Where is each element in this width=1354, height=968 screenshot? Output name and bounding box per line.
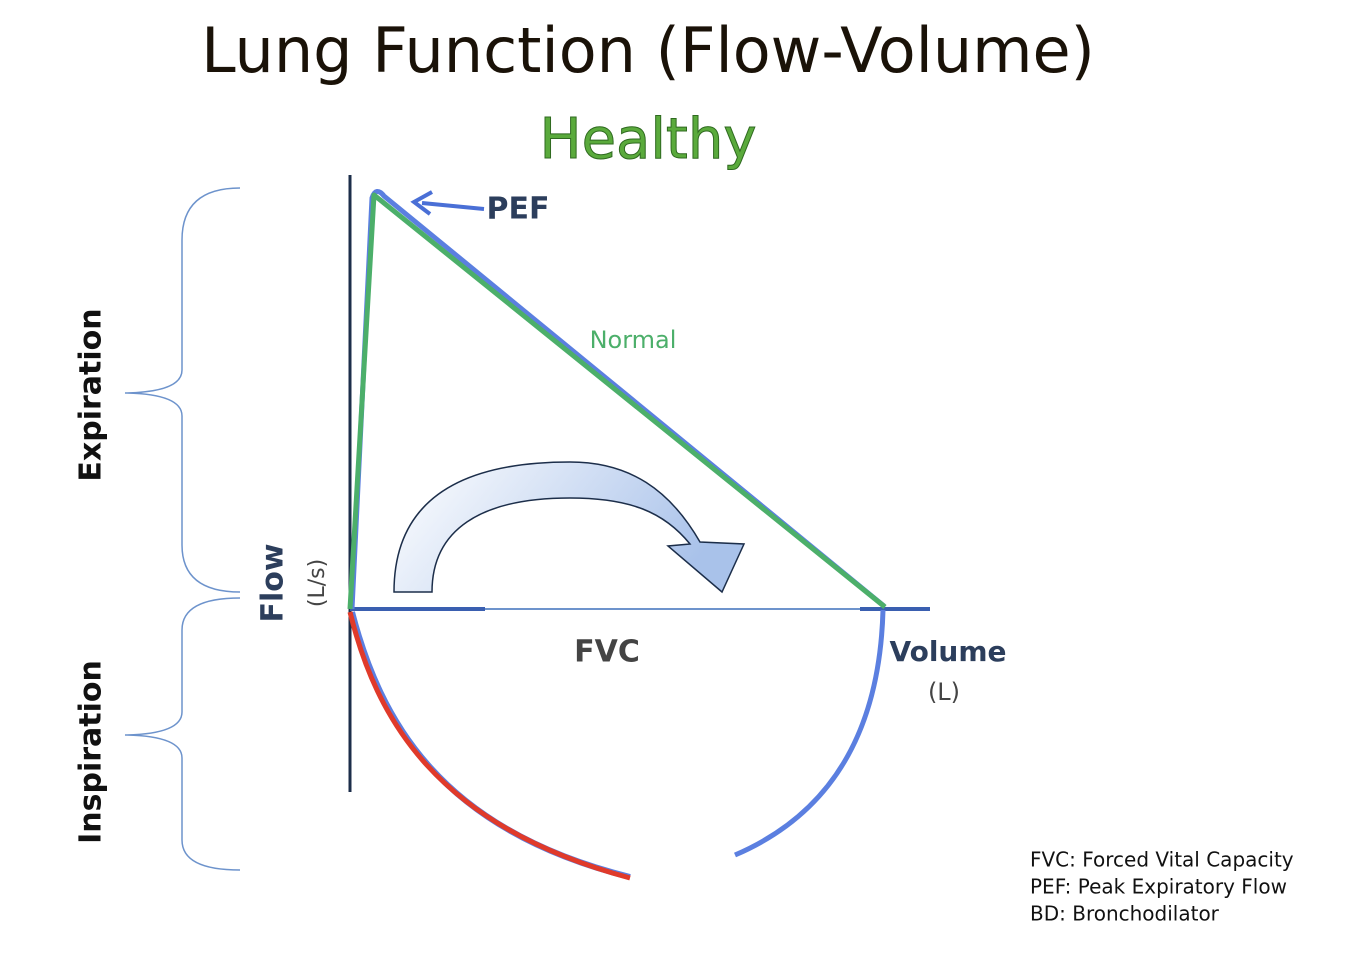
- inspiration-brace: [124, 597, 241, 871]
- pef-label: PEF: [487, 192, 550, 227]
- inspiration-label: Inspiration: [74, 660, 109, 844]
- title: Lung Function (Flow-Volume): [201, 14, 1095, 87]
- expiration-label: Expiration: [74, 308, 109, 481]
- y-axis-label: Flow: [256, 543, 291, 622]
- pef-arrowhead: [410, 190, 433, 216]
- direction-arrow: [393, 461, 746, 594]
- legend-entry: FVC: Forced Vital Capacity: [1030, 848, 1294, 872]
- expiration-curve-normal: [347, 192, 887, 610]
- legend-entry: PEF: Peak Expiratory Flow: [1030, 875, 1287, 899]
- x-axis-unit: (L): [928, 678, 960, 706]
- inspiration-curve-red: [347, 611, 631, 881]
- pef-arrow: [421, 201, 485, 211]
- x-axis-label: Volume: [889, 635, 1006, 668]
- legend-entry: BD: Bronchodilator: [1030, 902, 1220, 926]
- inspiration-curve-blue-right: [734, 609, 886, 858]
- fvc-label: FVC: [574, 635, 640, 670]
- curve-label: Normal: [590, 326, 677, 354]
- expiration-brace: [124, 187, 241, 593]
- subtitle: Healthy: [539, 107, 756, 172]
- y-axis-unit: (L/s): [305, 559, 330, 607]
